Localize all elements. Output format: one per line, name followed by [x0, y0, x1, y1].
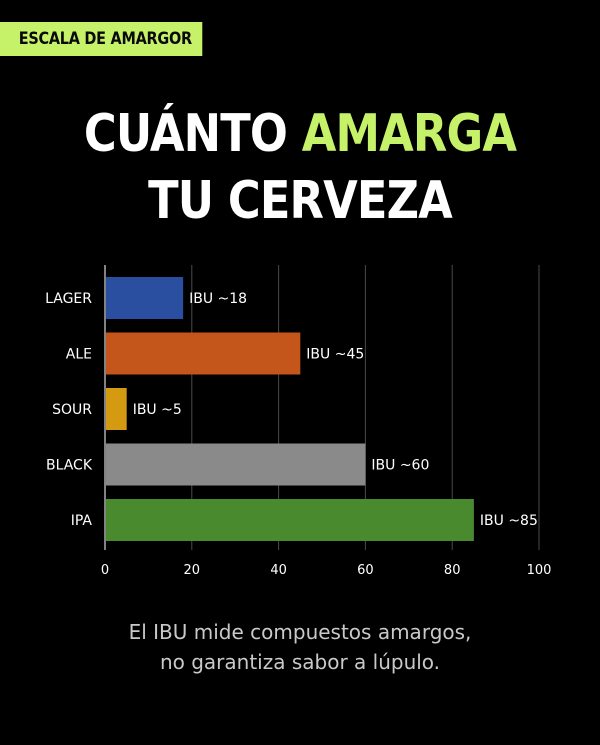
data-label: IBU ~18 — [189, 291, 247, 307]
bar-ipa — [106, 499, 474, 541]
bars — [106, 277, 474, 541]
page-title-line1: CUÁNTO AMARGA — [42, 104, 558, 164]
caption-line2: no garantiza sabor a lúpulo. — [159, 650, 441, 674]
x-tick-label: 20 — [184, 563, 201, 578]
category-label: IPA — [71, 513, 93, 529]
labels: 0 20 40 60 80 100 LAGER IBU ~18 ALE IBU ~45 SOUR IB… — [45, 291, 551, 578]
x-tick-label: 40 — [270, 563, 287, 578]
data-label: IBU ~85 — [480, 513, 538, 529]
title-text: CUÁNTO — [83, 104, 288, 164]
bitterness-bar-chart: 0 20 40 60 80 100 LAGER IBU ~18 ALE IBU ~45 SOUR IB… — [45, 265, 551, 578]
title-highlight: AMARGA — [301, 104, 517, 164]
caption-line1: El IBU mide compuestos amargos, — [128, 620, 472, 644]
category-tag: ESCALA DE AMARGOR — [0, 22, 203, 56]
bar-black — [106, 443, 366, 486]
bar-ale — [106, 332, 301, 375]
bar-sour — [106, 388, 127, 430]
data-label: IBU ~5 — [133, 402, 182, 418]
data-label: IBU ~60 — [371, 458, 429, 474]
bar-lager — [106, 277, 184, 319]
category-label: SOUR — [52, 402, 92, 418]
category-label: LAGER — [45, 291, 92, 307]
grid-lines — [104, 265, 540, 550]
page-title-line2: TU CERVEZA — [148, 171, 453, 231]
category-label: ALE — [66, 347, 92, 363]
x-tick-label: 60 — [357, 563, 374, 578]
data-label: IBU ~45 — [306, 347, 364, 363]
x-tick-label: 100 — [527, 563, 552, 578]
x-tick-label: 80 — [444, 563, 461, 578]
category-label: BLACK — [46, 458, 93, 474]
x-tick-label: 0 — [101, 563, 109, 578]
